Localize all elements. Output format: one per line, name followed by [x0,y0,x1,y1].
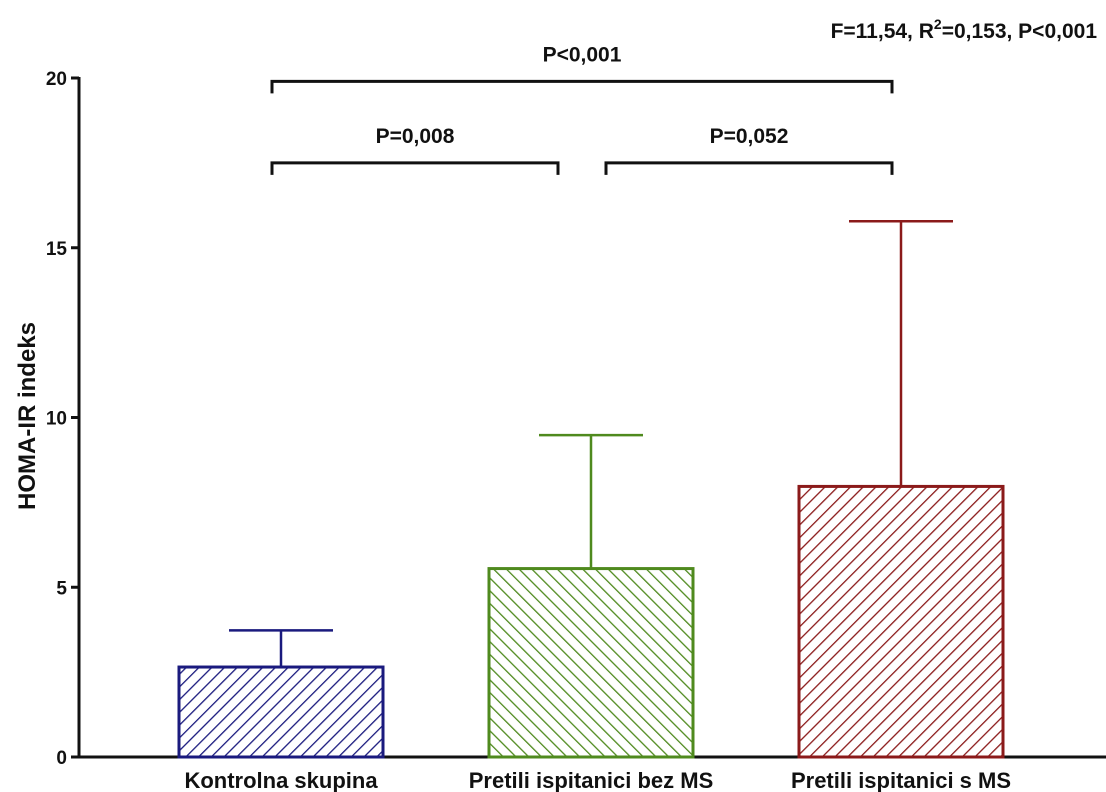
significance-label: P=0,052 [710,125,789,148]
bar [797,484,1005,759]
y-tick-label: 20 [46,69,67,90]
x-tick-label: Pretili ispitanici bez MS [469,768,714,792]
significance-label: P<0,001 [543,43,622,66]
y-axis-label: HOMA-IR indeks [14,322,41,510]
stats-annotation: F=11,54, R2=0,153, P<0,001 [831,16,1098,43]
bar [487,567,695,759]
y-tick-label: 5 [56,578,67,599]
y-tick-label: 15 [46,239,68,260]
y-tick-label: 0 [56,748,67,769]
x-tick-label: Kontrolna skupina [184,768,378,792]
y-tick-label: 10 [46,409,67,430]
stats-superscript: 2 [934,16,942,32]
significance-bracket [270,79,894,94]
significance-bracket [604,161,894,175]
significance-label: P=0,008 [376,125,455,148]
plot-area: 0 5 10 15 20 Kontrolna skupina Pretili ispitan… [46,43,1106,792]
bar [177,665,385,759]
significance-bracket [270,161,560,175]
x-tick-label: Pretili ispitanici s MS [791,768,1011,792]
